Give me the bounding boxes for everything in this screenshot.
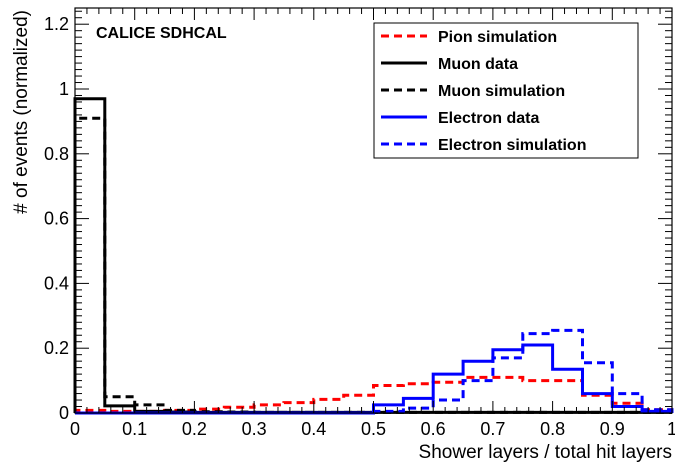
- legend-label: Pion simulation: [438, 29, 557, 46]
- x-tick-label: 0.7: [480, 419, 505, 439]
- ticks-layer: 0 0.1 0.2 0.3 0.4 0.5 0.6 0.7 0.8 0.9 1 0 0.2 0.4 0.6 0…: [44, 8, 675, 439]
- annotation-calice-sdhcal: CALICE SDHCAL: [96, 25, 227, 42]
- y-tick-label: 0.2: [44, 338, 69, 358]
- x-tick-label: 0.1: [122, 419, 147, 439]
- legend-label: Electron data: [438, 110, 539, 127]
- legend: Pion simulation Muon data Muon simulation E…: [373, 22, 639, 159]
- y-axis-label: # of events (normalized): [11, 10, 32, 214]
- x-tick-label: 0.9: [600, 419, 625, 439]
- y-tick-label: 0: [59, 403, 69, 423]
- legend-label: Electron simulation: [438, 137, 586, 154]
- y-tick-label: 1: [59, 79, 69, 99]
- x-tick-label: 0.2: [182, 419, 207, 439]
- x-tick-label: 0.6: [421, 419, 446, 439]
- y-tick-label: 0.4: [44, 273, 69, 293]
- x-tick-label: 0.3: [242, 419, 267, 439]
- y-tick-label: 0.6: [44, 209, 69, 229]
- x-tick-label: 1: [667, 419, 675, 439]
- y-tick-label: 0.8: [44, 144, 69, 164]
- x-tick-label: 0: [70, 419, 80, 439]
- x-axis-label: Shower layers / total hit layers: [419, 442, 672, 463]
- legend-label: Muon simulation: [438, 83, 565, 100]
- y-tick-label: 1.2: [44, 14, 69, 34]
- series-pion-simulation: [73, 375, 674, 413]
- legend-box: [373, 22, 639, 159]
- legend-label: Muon data: [438, 56, 518, 73]
- x-tick-label: 0.5: [361, 419, 386, 439]
- x-tick-label: 0.4: [301, 419, 326, 439]
- x-tick-label: 0.8: [540, 419, 565, 439]
